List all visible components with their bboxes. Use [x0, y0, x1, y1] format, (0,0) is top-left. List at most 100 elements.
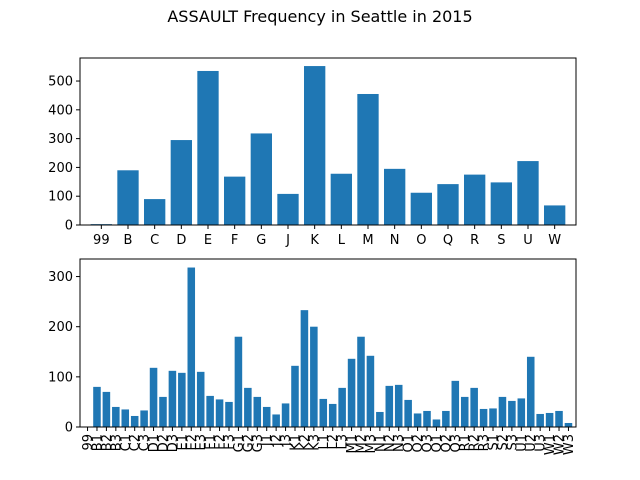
chart-top-region-bars: 0 100 200 300 400 500 99 B C D E F G J K L M N O Q R S U W	[48, 57, 577, 248]
x-tick-label: W	[548, 233, 561, 248]
bar-E	[197, 70, 219, 226]
bar-S3	[508, 400, 516, 427]
bar-C	[144, 199, 166, 225]
x-tick-label: Q	[443, 233, 453, 248]
bar-D	[170, 140, 192, 225]
x-tick-label: L	[338, 233, 346, 248]
bar-R2	[470, 387, 478, 427]
bar-W3	[564, 422, 573, 427]
x-tick-label: G	[256, 233, 266, 248]
x-tick-label: M1	[345, 434, 360, 454]
x-tick-label: E2	[185, 434, 200, 451]
bar-M	[357, 93, 379, 226]
bar-O	[410, 192, 432, 225]
bar-F2	[215, 399, 224, 427]
x-tick-label: N	[390, 233, 400, 248]
x-tick-label: U2	[524, 434, 539, 452]
x-tick-label: K3	[307, 434, 322, 451]
y-tick-label: 500	[48, 75, 73, 90]
bar-O3	[423, 410, 431, 427]
bar-B3	[112, 406, 120, 427]
bar-J2	[272, 414, 280, 427]
x-tick-label: S	[497, 233, 505, 248]
bar-N1	[376, 411, 384, 427]
x-tick-label: M	[362, 233, 373, 248]
x-tick-label: E	[204, 233, 212, 248]
bar-D1	[149, 367, 158, 427]
y-tick-label: 100	[48, 370, 73, 385]
bar-O2	[413, 413, 422, 427]
x-tick-label: O	[416, 233, 426, 248]
y-tick-label: 300	[48, 270, 73, 285]
bar-C2	[130, 415, 139, 427]
bar-G1	[234, 336, 243, 427]
bar-E1	[178, 372, 186, 427]
x-tick-label: R	[470, 233, 479, 248]
x-tick-label: N1	[373, 434, 388, 452]
x-tick-label: S1	[487, 434, 502, 451]
x-tick-label: S3	[505, 434, 520, 451]
bar-K1	[291, 365, 299, 427]
bar-L2	[328, 403, 337, 427]
bar-W	[544, 205, 566, 225]
x-tick-label: D3	[166, 434, 181, 452]
bar-R3	[479, 408, 488, 427]
x-tick-label: J	[285, 233, 290, 248]
bar-J3	[281, 403, 290, 427]
bar-N3	[394, 384, 403, 427]
x-tick-label: S2	[496, 434, 511, 451]
x-tick-label: C	[150, 233, 159, 248]
bar-Q1	[432, 419, 441, 427]
bar-F	[224, 176, 246, 225]
bar-N	[384, 168, 406, 225]
x-tick-label: C2	[128, 434, 143, 451]
bar-F1	[206, 395, 214, 427]
bar-L	[330, 173, 352, 225]
x-tick-label: 99	[81, 434, 96, 451]
bar-S1	[489, 408, 497, 427]
y-tick-label: 400	[48, 103, 73, 118]
axes-frame	[79, 57, 577, 226]
x-tick-label: C3	[138, 434, 153, 451]
bar-C1	[121, 409, 130, 427]
x-tick-label: L3	[336, 434, 351, 450]
bar-E3	[196, 371, 205, 427]
bar-M2	[357, 336, 365, 427]
x-tick-label: 99	[93, 233, 110, 248]
x-tick-label: W2	[553, 434, 568, 455]
x-tick-label: Q1	[430, 434, 445, 453]
x-tick-label: W1	[543, 434, 558, 455]
x-tick-label: F3	[222, 434, 237, 450]
bar-F3	[225, 401, 233, 427]
bar-L3	[338, 387, 346, 427]
x-tick-label: U	[523, 233, 533, 248]
bar-E2	[187, 267, 196, 427]
x-tick-label: E1	[175, 434, 190, 451]
bar-R1	[460, 396, 469, 427]
x-tick-label: Q2	[439, 434, 454, 453]
x-tick-label: M3	[364, 434, 379, 454]
x-tick-label: B	[124, 233, 133, 248]
y-tick-label: 200	[48, 161, 73, 176]
axes-frame	[79, 258, 577, 428]
bar-B2	[102, 391, 111, 427]
bar-N2	[385, 385, 394, 427]
x-tick-label: E3	[194, 434, 209, 451]
x-tick-label: D	[176, 233, 186, 248]
x-tick-label: B1	[90, 434, 105, 451]
bar-W2	[555, 410, 563, 427]
x-tick-label: G1	[232, 434, 247, 452]
y-tick-label: 300	[48, 132, 73, 147]
x-tick-label: W3	[562, 434, 577, 455]
y-tick-label: 200	[48, 320, 73, 335]
x-tick-label: F1	[204, 434, 219, 450]
bar-S2	[498, 396, 507, 427]
x-tick-label: L2	[326, 434, 341, 450]
x-tick-label: L1	[317, 434, 332, 450]
bar-J1	[262, 406, 271, 427]
x-tick-label: C1	[119, 434, 134, 451]
bar-S	[490, 182, 512, 225]
bar-G	[250, 133, 272, 225]
x-tick-label: R1	[458, 434, 473, 451]
